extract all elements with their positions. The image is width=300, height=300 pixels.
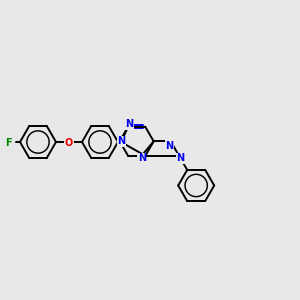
Text: N: N [125,119,133,129]
Text: F: F [5,138,12,148]
Text: N: N [118,136,126,146]
Text: N: N [176,153,184,163]
Text: O: O [65,138,73,148]
Text: N: N [166,141,174,151]
Text: N: N [138,153,146,163]
Text: N: N [124,119,132,129]
